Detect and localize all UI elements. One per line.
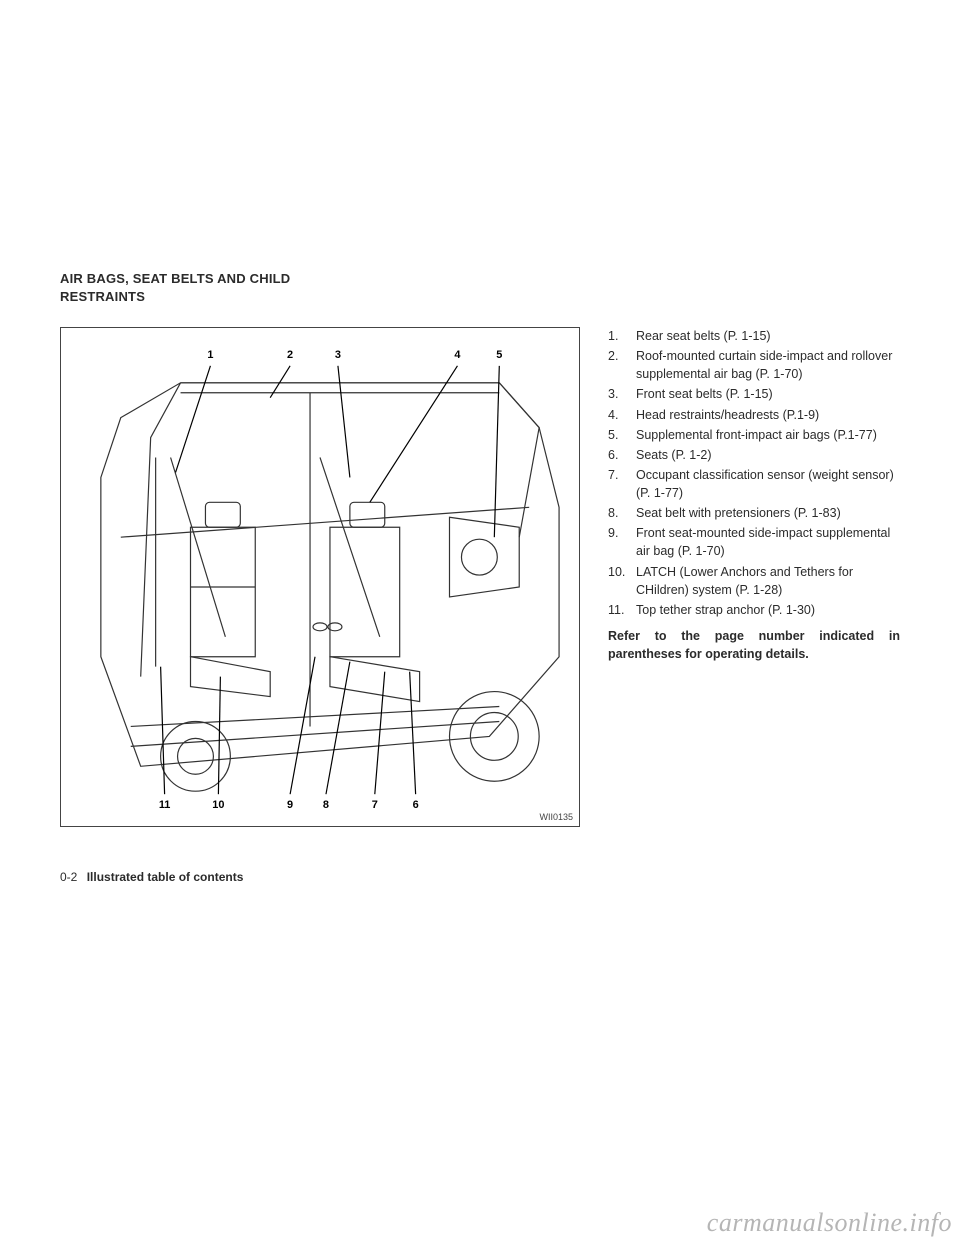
list-item-number: 7. <box>608 466 636 502</box>
list-item-text: Roof-mounted curtain side-impact and rol… <box>636 347 900 383</box>
callout-label-bottom: 10 <box>212 799 224 811</box>
list-item-text: Top tether strap anchor (P. 1-30) <box>636 601 815 619</box>
list-item-number: 11. <box>608 601 636 619</box>
list-item: 2.Roof-mounted curtain side-impact and r… <box>608 347 900 383</box>
list-item-text: Seat belt with pretensioners (P. 1-83) <box>636 504 841 522</box>
list-item: 5.Supplemental front-impact air bags (P.… <box>608 426 900 444</box>
callout-label-top: 1 <box>207 349 213 361</box>
list-item: 6.Seats (P. 1-2) <box>608 446 900 464</box>
figure-id: WII0135 <box>539 812 573 822</box>
section-title: AIR BAGS, SEAT BELTS AND CHILD RESTRAINT… <box>60 270 900 305</box>
list-item-text: Front seat-mounted side-impact supplemen… <box>636 524 900 560</box>
list-item-text: Occupant classification sensor (weight s… <box>636 466 900 502</box>
page-footer: 0-2 Illustrated table of contents <box>60 870 243 884</box>
content-row: 1 2 3 4 5 11 10 9 8 7 6 WII0135 1.Rear seat belts… <box>60 327 900 827</box>
list-item-number: 10. <box>608 563 636 599</box>
list-item: 1.Rear seat belts (P. 1-15) <box>608 327 900 345</box>
list-item-number: 4. <box>608 406 636 424</box>
list-item: 7.Occupant classification sensor (weight… <box>608 466 900 502</box>
list-item-number: 1. <box>608 327 636 345</box>
callout-label-top: 4 <box>454 349 461 361</box>
list-item-text: Head restraints/headrests (P.1-9) <box>636 406 819 424</box>
list-item: 4.Head restraints/headrests (P.1-9) <box>608 406 900 424</box>
callout-label-bottom: 11 <box>159 799 171 811</box>
list-item-text: Rear seat belts (P. 1-15) <box>636 327 771 345</box>
callout-label-bottom: 6 <box>413 799 419 811</box>
watermark: carmanualsonline.info <box>707 1208 952 1238</box>
list-item-number: 5. <box>608 426 636 444</box>
list-item: 11.Top tether strap anchor (P. 1-30) <box>608 601 900 619</box>
list-item-number: 6. <box>608 446 636 464</box>
callout-label-bottom: 9 <box>287 799 293 811</box>
list-item-text: LATCH (Lower Anchors and Tethers for CHi… <box>636 563 900 599</box>
list-item-text: Supplemental front-impact air bags (P.1-… <box>636 426 877 444</box>
vehicle-diagram: 1 2 3 4 5 11 10 9 8 7 6 <box>61 328 579 826</box>
callout-label-bottom: 7 <box>372 799 378 811</box>
callout-label-bottom: 8 <box>323 799 329 811</box>
list-item-text: Front seat belts (P. 1-15) <box>636 385 773 403</box>
list-item-number: 8. <box>608 504 636 522</box>
callout-label-top: 3 <box>335 349 341 361</box>
callout-list: 1.Rear seat belts (P. 1-15)2.Roof-mounte… <box>608 327 900 619</box>
figure-box: 1 2 3 4 5 11 10 9 8 7 6 WII0135 <box>60 327 580 827</box>
footer-label: Illustrated table of contents <box>87 870 244 884</box>
callout-label-top: 2 <box>287 349 293 361</box>
list-item-number: 2. <box>608 347 636 383</box>
section-title-line1: AIR BAGS, SEAT BELTS AND CHILD <box>60 271 290 286</box>
list-item: 3.Front seat belts (P. 1-15) <box>608 385 900 403</box>
list-item: 9.Front seat-mounted side-impact supplem… <box>608 524 900 560</box>
callout-label-top: 5 <box>496 349 502 361</box>
list-item-number: 9. <box>608 524 636 560</box>
list-item-text: Seats (P. 1-2) <box>636 446 712 464</box>
page-number: 0-2 <box>60 870 77 884</box>
reference-note: Refer to the page number indicated in pa… <box>608 627 900 663</box>
list-item-number: 3. <box>608 385 636 403</box>
section-title-line2: RESTRAINTS <box>60 289 145 304</box>
page-content: AIR BAGS, SEAT BELTS AND CHILD RESTRAINT… <box>60 270 900 827</box>
callout-list-column: 1.Rear seat belts (P. 1-15)2.Roof-mounte… <box>608 327 900 663</box>
list-item: 8.Seat belt with pretensioners (P. 1-83) <box>608 504 900 522</box>
list-item: 10.LATCH (Lower Anchors and Tethers for … <box>608 563 900 599</box>
